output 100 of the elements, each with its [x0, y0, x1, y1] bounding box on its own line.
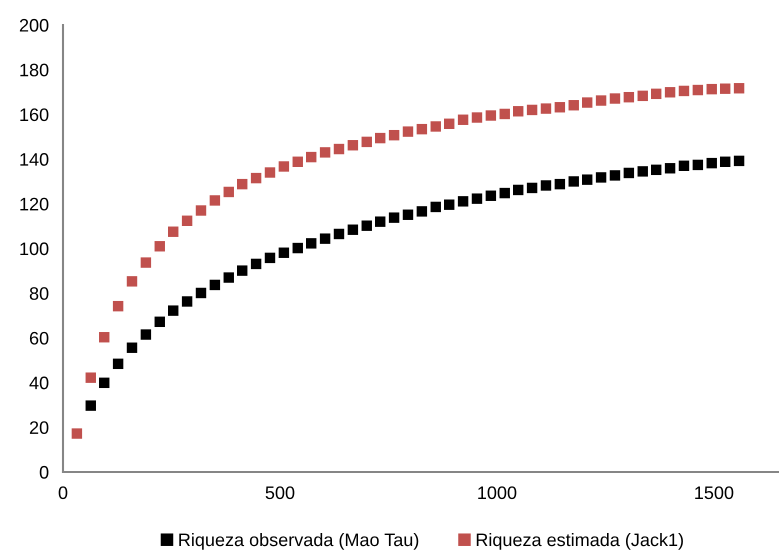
x-tick-label: 1000 — [478, 486, 516, 500]
y-tick-label: 100 — [20, 242, 48, 256]
point — [237, 265, 248, 276]
point — [458, 196, 468, 207]
point — [638, 166, 648, 177]
point — [678, 160, 690, 172]
point — [610, 170, 620, 181]
point — [540, 180, 552, 191]
point — [706, 158, 717, 168]
point — [224, 186, 234, 198]
point — [264, 167, 276, 178]
point — [224, 272, 234, 283]
point — [292, 242, 303, 254]
point — [140, 257, 152, 268]
point — [554, 102, 566, 112]
point — [320, 147, 330, 158]
y-tick-label: 40 — [29, 376, 48, 390]
point — [168, 226, 178, 237]
point — [99, 332, 110, 342]
point — [540, 103, 552, 114]
point — [348, 224, 358, 235]
point — [86, 400, 96, 411]
point — [734, 156, 744, 166]
point — [526, 104, 538, 116]
point — [112, 300, 124, 312]
point — [126, 342, 138, 353]
point — [416, 206, 428, 217]
point — [720, 83, 730, 94]
point — [126, 276, 138, 287]
point — [526, 182, 538, 194]
point — [512, 106, 524, 116]
point — [444, 118, 454, 129]
point — [692, 84, 704, 96]
x-tick-label: 500 — [266, 486, 294, 500]
point — [388, 212, 400, 223]
point — [624, 92, 634, 102]
point — [292, 156, 303, 167]
point — [568, 176, 579, 187]
point — [500, 188, 510, 198]
point — [278, 248, 290, 258]
point — [402, 126, 414, 137]
point — [430, 121, 441, 132]
point — [154, 241, 165, 252]
y-tick-label: 80 — [30, 287, 48, 300]
point — [638, 90, 648, 102]
point — [500, 108, 510, 120]
point — [444, 199, 454, 210]
point — [458, 114, 468, 125]
y-tick-label: 20 — [30, 421, 48, 434]
y-tick-label: 200 — [20, 18, 48, 32]
y-tick-label: 120 — [20, 198, 48, 211]
point — [334, 144, 344, 154]
point — [154, 316, 165, 328]
x-tick-label: 1500 — [695, 486, 734, 500]
point — [250, 172, 262, 184]
point — [416, 124, 428, 134]
point — [402, 210, 414, 220]
point — [182, 296, 192, 307]
y-tick-label: 160 — [20, 108, 48, 122]
point — [568, 100, 579, 110]
point — [196, 205, 206, 216]
point — [650, 88, 662, 100]
y-tick-label: 0 — [40, 466, 48, 479]
point — [237, 178, 248, 190]
point — [664, 87, 676, 98]
point — [596, 95, 606, 106]
point — [210, 280, 220, 290]
point — [472, 193, 482, 204]
point — [692, 160, 704, 170]
point — [112, 358, 124, 370]
point — [706, 84, 717, 94]
point — [196, 288, 206, 298]
point — [388, 130, 400, 140]
point — [348, 140, 358, 150]
y-tick-label: 180 — [20, 64, 48, 76]
point — [320, 233, 330, 244]
point — [486, 110, 496, 121]
point — [678, 86, 690, 96]
point — [472, 112, 482, 123]
point — [582, 174, 592, 185]
legend-label: Riqueza estimada (Jack1) — [476, 532, 683, 550]
x-tick-label: 0 — [58, 486, 68, 500]
point — [182, 216, 192, 226]
point — [264, 252, 276, 264]
point — [306, 152, 316, 162]
point — [650, 164, 662, 176]
point — [86, 372, 96, 383]
legend-label: Riqueza observada (Mao Tau) — [179, 532, 418, 550]
point — [375, 132, 386, 144]
point — [512, 184, 524, 196]
point — [210, 195, 220, 206]
point — [99, 378, 110, 388]
point — [140, 329, 152, 340]
point — [664, 163, 676, 174]
y-tick-label: 60 — [30, 332, 48, 345]
point — [486, 190, 496, 201]
point — [278, 161, 290, 172]
point — [734, 83, 744, 94]
point — [362, 136, 372, 148]
point — [624, 168, 634, 178]
